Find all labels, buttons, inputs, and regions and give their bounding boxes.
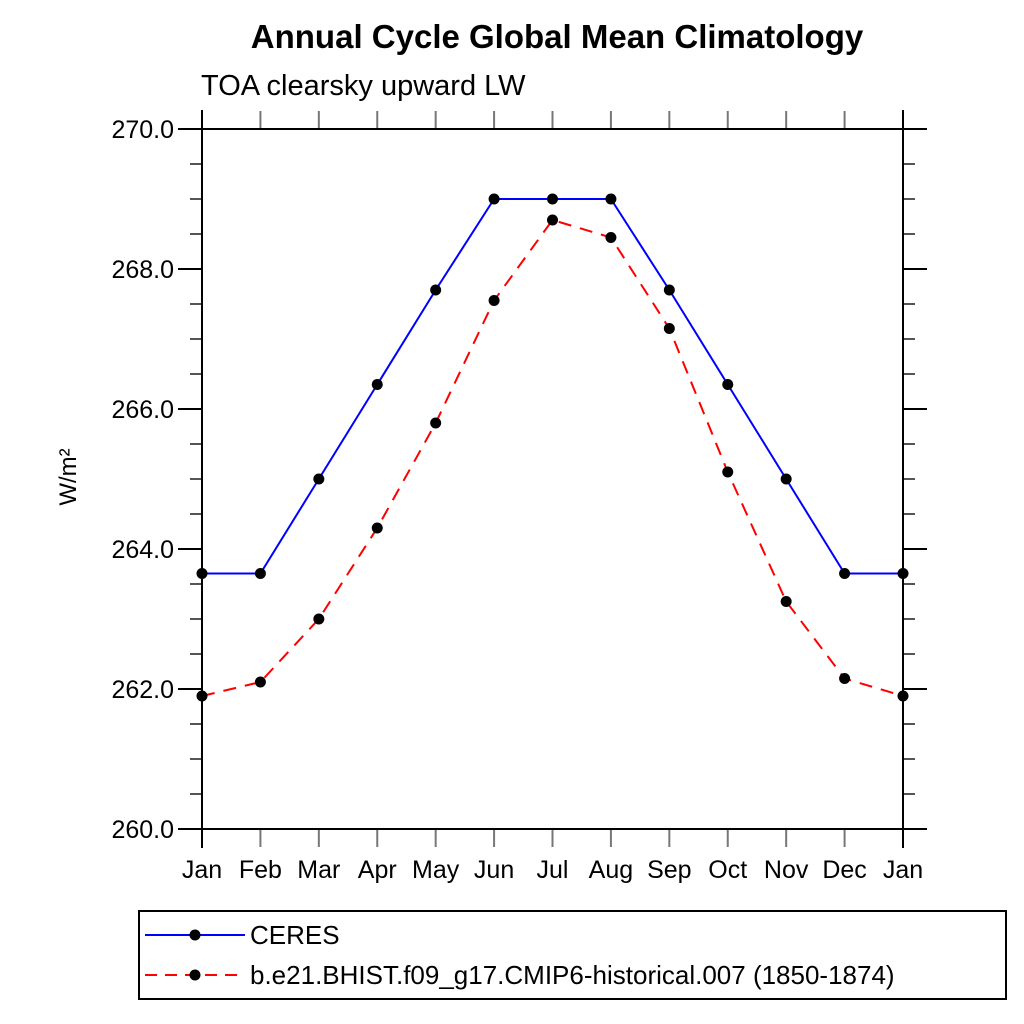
series-line-1	[201, 218, 904, 697]
y-tick-label: 266.0	[111, 396, 174, 424]
series-marker	[254, 676, 266, 688]
legend-row: b.e21.BHIST.f09_g17.CMIP6-historical.007…	[143, 958, 1005, 992]
series-marker	[430, 417, 442, 429]
series-marker	[897, 568, 909, 579]
series-marker	[780, 596, 792, 607]
x-tick-label: Jun	[474, 856, 514, 884]
series-marker	[722, 379, 734, 390]
series-marker	[722, 466, 734, 478]
legend-marker	[189, 969, 201, 981]
series-marker	[780, 473, 792, 485]
series-marker	[313, 613, 325, 625]
y-tick-label: 262.0	[111, 676, 174, 704]
series-marker	[547, 214, 558, 226]
x-tick-label: Dec	[822, 856, 866, 884]
x-tick-label: Jan	[883, 856, 923, 884]
legend-marker	[189, 929, 201, 941]
x-tick-label: Aug	[589, 856, 633, 884]
legend-label: CERES	[250, 919, 340, 950]
x-tick-label: Mar	[297, 856, 340, 884]
series-marker	[196, 568, 208, 579]
legend-line-sample	[145, 929, 245, 941]
series-marker	[663, 323, 675, 334]
series-marker	[605, 193, 617, 205]
series-marker	[254, 568, 266, 579]
x-tick-label: Jul	[537, 856, 569, 884]
series-marker	[371, 522, 383, 534]
x-tick-label: Oct	[708, 856, 747, 884]
x-tick-label: Nov	[764, 856, 809, 884]
series-marker	[313, 473, 325, 485]
series-marker	[430, 284, 442, 296]
series-marker	[371, 379, 383, 390]
legend-line-sample	[145, 969, 245, 981]
series-line-0	[202, 198, 903, 575]
chart-subtitle: TOA clearsky upward LW	[201, 70, 526, 102]
series-marker	[839, 568, 851, 579]
y-tick-label: 270.0	[111, 116, 174, 144]
x-tick-label: Apr	[358, 856, 397, 884]
y-tick-label: 260.0	[111, 816, 174, 844]
x-tick-label: May	[412, 856, 460, 884]
chart-title: Annual Cycle Global Mean Climatology	[250, 18, 864, 55]
legend-label: b.e21.BHIST.f09_g17.CMIP6-historical.007…	[250, 959, 895, 990]
series-marker	[897, 690, 909, 702]
x-tick-label: Jan	[182, 856, 222, 884]
series-marker	[547, 193, 558, 205]
x-tick-label: Feb	[239, 856, 282, 884]
series-marker	[839, 673, 851, 684]
series-marker	[196, 690, 208, 702]
series-marker	[488, 193, 500, 205]
legend: CERES b.e21.BHIST.f09_g17.CMIP6-historica…	[138, 910, 1007, 1000]
series-marker	[605, 232, 617, 243]
series-marker	[663, 284, 675, 296]
series-marker	[488, 295, 500, 306]
x-tick-label: Sep	[647, 856, 691, 884]
legend-row: CERES	[143, 918, 1005, 952]
y-tick-label: 268.0	[111, 256, 174, 284]
y-tick-label: 264.0	[111, 536, 174, 564]
